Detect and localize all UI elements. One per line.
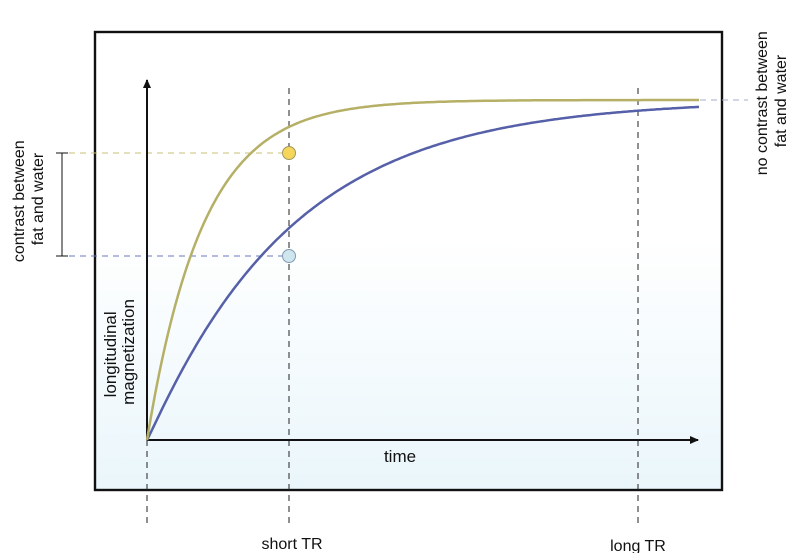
plot-frame: [93, 30, 724, 492]
short-tr-label: short TR: [261, 536, 322, 553]
no-contrast-label: no contrast between fat and water: [754, 27, 790, 176]
long-tr-label: long TR: [610, 538, 666, 553]
contrast-label: contrast between fat and water: [11, 136, 47, 262]
y-axis-label-line2: magnetization: [119, 299, 138, 405]
x-axis-label: time: [384, 447, 416, 466]
water-recovery-curve: [145, 105, 700, 441]
y-axis-label: longitudinal magnetization: [101, 299, 138, 405]
fat-marker-icon: [282, 146, 296, 160]
no-contrast-label-line2: fat and water: [773, 54, 790, 147]
water-marker-icon: [282, 249, 296, 263]
no-contrast-label-line1: no contrast between: [754, 31, 771, 175]
contrast-label-line1: contrast between: [11, 140, 28, 262]
y-axis-label-line1: longitudinal: [101, 311, 120, 397]
fat-recovery-curve: [145, 98, 699, 441]
contrast-label-line2: fat and water: [30, 152, 47, 245]
contrast-bracket: [56, 152, 68, 257]
